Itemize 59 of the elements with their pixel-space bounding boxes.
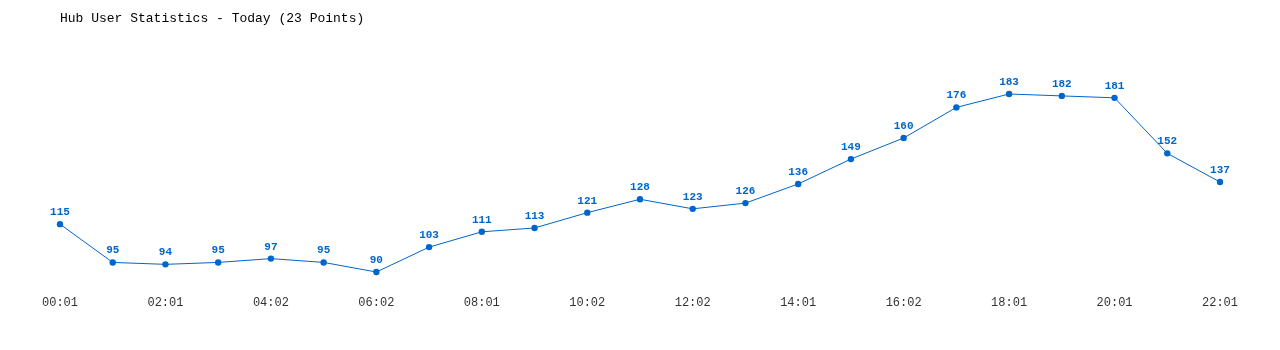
data-label: 123 (682, 190, 704, 203)
data-label: 90 (369, 254, 383, 266)
data-label: 115 (50, 206, 71, 219)
point (584, 209, 591, 216)
point (953, 104, 960, 111)
x-tick-label: 02:01 (147, 296, 184, 310)
x-tick-label: 04:02 (252, 296, 289, 310)
x-tick-label: 08:01 (463, 296, 500, 310)
data-label: 97 (264, 240, 278, 253)
point (478, 228, 486, 236)
data-label: 182 (1051, 77, 1072, 90)
x-tick-label: 00:01 (41, 296, 79, 310)
point (267, 255, 275, 262)
data-label: 95 (211, 244, 226, 257)
data-label: 126 (735, 185, 756, 198)
point (214, 259, 222, 266)
data-label: 160 (893, 120, 914, 133)
x-tick-label: 14:01 (780, 296, 817, 310)
x-tick-label: 16:02 (885, 296, 922, 310)
point (1164, 150, 1171, 157)
x-tick-label: 10:02 (569, 296, 606, 310)
point (1005, 90, 1013, 98)
point (794, 180, 802, 188)
point (742, 199, 749, 207)
data-label: 137 (1210, 164, 1230, 177)
data-label: 128 (630, 181, 651, 194)
data-label: 149 (841, 141, 861, 154)
point (109, 259, 116, 266)
data-label: 103 (419, 229, 440, 242)
data-label: 183 (999, 76, 1020, 88)
point (1111, 94, 1118, 102)
point (900, 134, 907, 142)
point (531, 224, 538, 232)
point (847, 155, 855, 163)
point (373, 268, 380, 276)
data-label: 121 (577, 194, 598, 207)
point (636, 196, 644, 203)
chart-title: Hub User Statistics - Today (23 Points) (60, 11, 365, 26)
x-tick-label: 18:01 (991, 296, 1028, 310)
data-label: 111 (471, 213, 493, 226)
data-label: 181 (1104, 79, 1125, 92)
point (56, 220, 64, 228)
point (425, 243, 433, 251)
x-tick-label: 20:01 (1096, 296, 1133, 310)
x-tick-label: 06:02 (358, 296, 395, 310)
data-label: 152 (1157, 135, 1178, 148)
point (689, 205, 696, 213)
data-label: 95 (106, 244, 120, 257)
point (1058, 92, 1066, 100)
point (162, 261, 169, 268)
point (320, 259, 327, 266)
point (1216, 178, 1224, 186)
data-label: 176 (946, 89, 967, 102)
data-label: 94 (158, 246, 173, 259)
data-label: 95 (317, 244, 331, 257)
x-tick-label: 22:01 (1201, 296, 1239, 310)
data-label: 136 (788, 165, 809, 178)
x-tick-label: 12:02 (674, 296, 711, 310)
data-label: 113 (524, 209, 545, 222)
